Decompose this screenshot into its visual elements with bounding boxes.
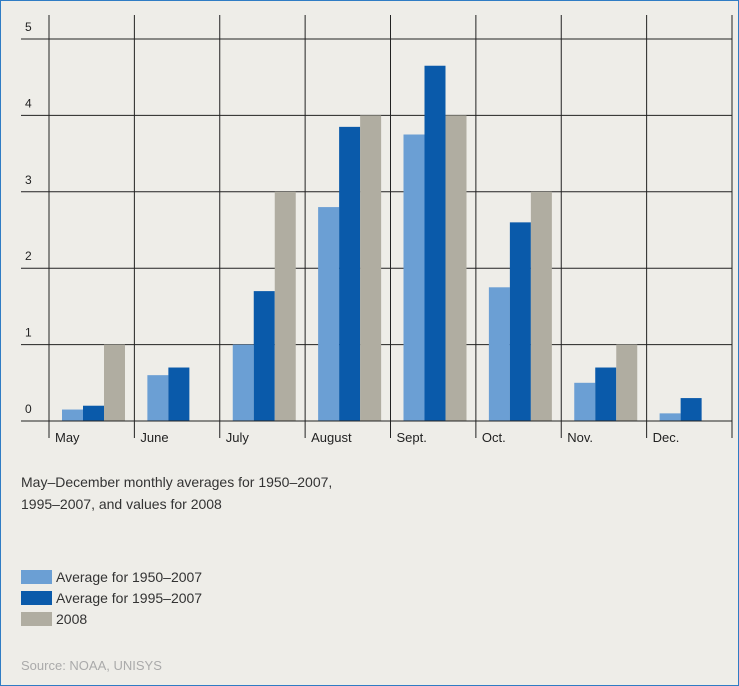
bar-nov-2 — [595, 367, 617, 421]
bar-may-3 — [104, 344, 125, 421]
bar-dec-1 — [659, 413, 681, 421]
legend-swatch-2008 — [21, 611, 52, 626]
bar-dec-2 — [680, 398, 702, 421]
y-tick-label-5: 5 — [25, 20, 32, 34]
legend-label-1950-2007: Average for 1950–2007 — [56, 568, 203, 585]
legend-item-1950-2007: Average for 1950–2007 — [21, 566, 202, 587]
source-note: Source: NOAA, UNISYS — [21, 658, 162, 673]
bar-june-1 — [147, 375, 169, 421]
x-tick-label-dec: Dec. — [653, 430, 680, 445]
bar-sept-3 — [445, 115, 467, 422]
x-tick-label-may: May — [55, 430, 80, 445]
chart-description: May–December monthly averages for 1950–2… — [21, 474, 333, 512]
bar-july-3 — [274, 191, 296, 421]
bar-chart: 0 1 2 3 4 5 May June July August Sept. Oct. Nov. Dec. — [21, 15, 733, 445]
bar-july-2 — [253, 291, 275, 421]
legend-item-1995-2007: Average for 1995–2007 — [21, 587, 202, 608]
bar-may-2 — [83, 405, 104, 421]
bar-oct-3 — [530, 191, 552, 421]
x-tick-label-august: August — [311, 430, 352, 445]
bar-oct-2 — [509, 222, 531, 421]
bar-august-1 — [318, 207, 340, 421]
bar-nov-3 — [616, 344, 638, 421]
bar-oct-1 — [488, 287, 510, 421]
bar-sept-1 — [403, 134, 425, 421]
x-tick-label-nov: Nov. — [567, 430, 593, 445]
y-tick-label-3: 3 — [25, 173, 32, 187]
legend: Average for 1950–2007 Average for 1995–2… — [21, 566, 202, 629]
x-tick-label-sept: Sept. — [397, 430, 427, 445]
x-tick-label-oct: Oct. — [482, 430, 506, 445]
y-tick-label-1: 1 — [25, 326, 32, 340]
bar-july-1 — [232, 344, 254, 421]
bar-nov-1 — [574, 382, 596, 421]
bar-sept-2 — [424, 65, 446, 422]
bar-august-2 — [339, 126, 361, 422]
bar-june-2 — [168, 367, 190, 421]
legend-label-1995-2007: Average for 1995–2007 — [56, 589, 203, 606]
legend-item-2008: 2008 — [21, 608, 202, 629]
y-tick-label-2: 2 — [25, 249, 32, 263]
bar-august-3 — [360, 115, 382, 422]
legend-label-2008: 2008 — [56, 610, 88, 627]
y-tick-label-0: 0 — [25, 402, 32, 416]
legend-swatch-1995-2007 — [21, 590, 52, 605]
y-tick-label-4: 4 — [25, 96, 32, 110]
legend-swatch-1950-2007 — [21, 569, 52, 584]
bar-may-1 — [62, 409, 83, 421]
x-tick-label-july: July — [226, 430, 250, 445]
x-tick-label-june: June — [140, 430, 168, 445]
